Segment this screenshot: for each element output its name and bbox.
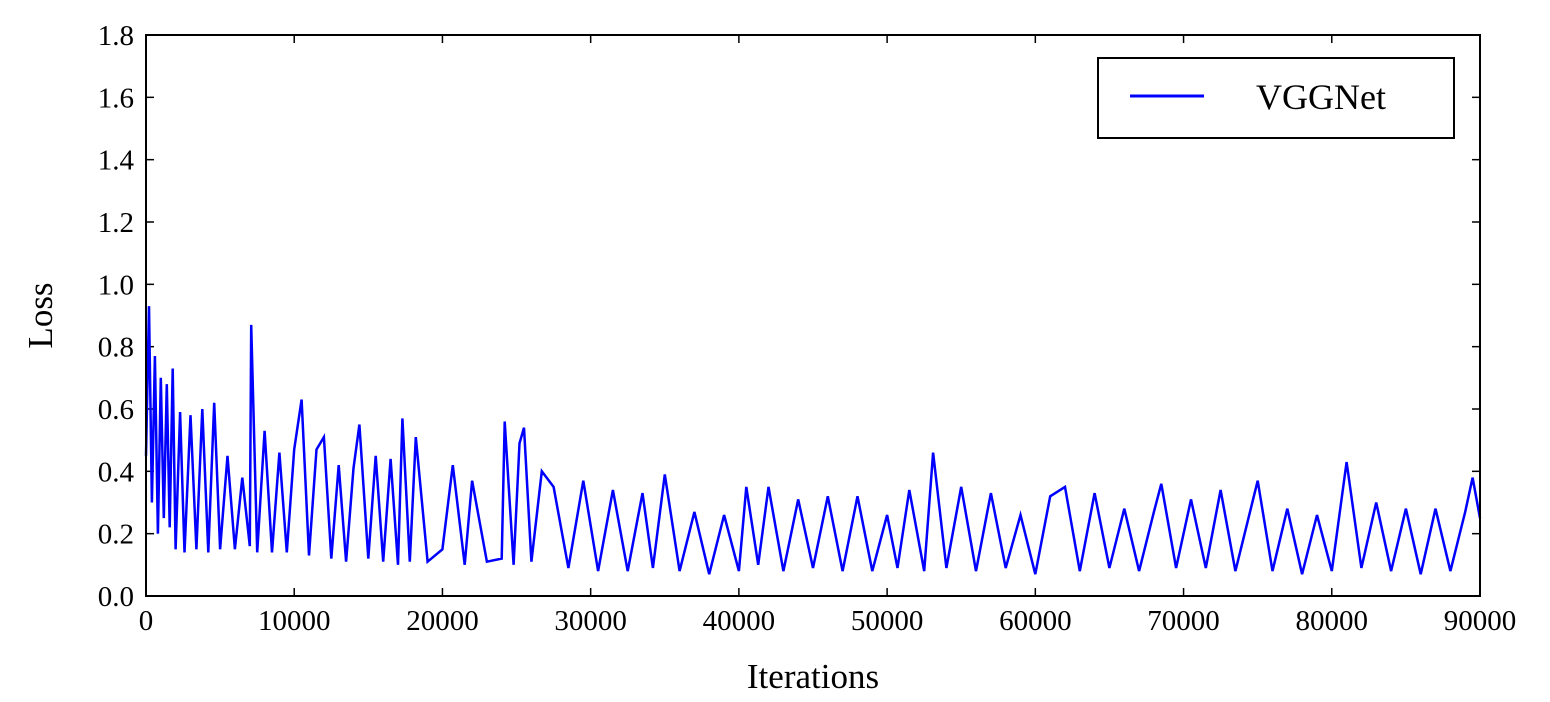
x-tick-labels: 0 10000 20000 30000 40000 50000 60000 70000 8000… [139, 605, 1517, 637]
x-tick-label: 30000 [554, 605, 627, 637]
x-axis-label: Iterations [747, 657, 879, 696]
y-tick-labels: 0.0 0.2 0.4 0.6 0.8 1.0 1.2 1.4 1.6 1.8 [98, 20, 135, 613]
legend-label-vggnet: VGGNet [1256, 77, 1386, 117]
y-tick-label: 1.8 [98, 20, 134, 52]
y-tick-label: 0.6 [98, 394, 134, 426]
y-tick-label: 0.0 [98, 581, 134, 613]
y-tick-label: 1.2 [98, 207, 134, 239]
y-tick-label: 0.8 [98, 332, 134, 364]
series-line-vggnet [144, 306, 1482, 575]
y-axis-label: Loss [21, 282, 60, 348]
x-tick-label: 10000 [258, 605, 331, 637]
y-tick-label: 0.4 [98, 456, 135, 488]
x-tick-label: 90000 [1444, 605, 1517, 637]
legend-box [1097, 57, 1455, 139]
x-tick-label: 70000 [1147, 605, 1220, 637]
x-tick-label: 20000 [406, 605, 479, 637]
y-tick-label: 1.4 [98, 145, 135, 177]
x-tick-label: 60000 [999, 605, 1072, 637]
y-tick-label: 1.0 [98, 269, 134, 301]
x-tick-label: 40000 [703, 605, 776, 637]
y-tick-label: 1.6 [98, 82, 134, 114]
plot-area-frame [145, 34, 1481, 597]
x-tick-label: 0 [139, 605, 154, 637]
series-layer [144, 306, 1482, 575]
legend: VGGNet [1097, 57, 1455, 139]
x-tick-label: 80000 [1296, 605, 1369, 637]
y-tick-label: 0.2 [98, 519, 134, 551]
x-tick-label: 50000 [851, 605, 924, 637]
